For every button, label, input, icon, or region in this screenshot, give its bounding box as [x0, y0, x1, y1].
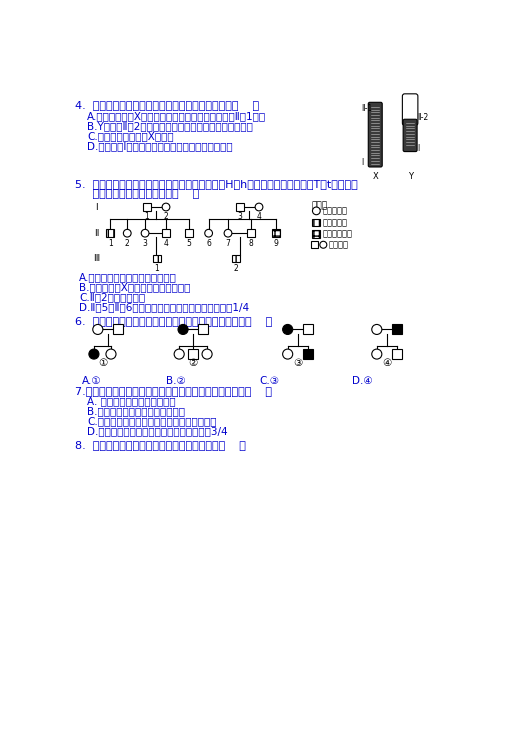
Circle shape [162, 203, 170, 211]
Text: 7: 7 [226, 239, 230, 248]
Bar [106, 229, 114, 237]
Circle shape [89, 349, 99, 359]
Text: B.Y染色体Ⅱ－2片段携带基因控制的性状只能传递给男孩: B.Y染色体Ⅱ－2片段携带基因控制的性状只能传递给男孩 [87, 121, 253, 130]
Text: A.甲病为常染色体上显性基因控制: A.甲病为常染色体上显性基因控制 [79, 273, 177, 282]
Text: C.精子中不可能含有X染色体: C.精子中不可能含有X染色体 [87, 130, 174, 141]
Text: A. 男性与女性的患病概率相同: A. 男性与女性的患病概率相同 [87, 397, 175, 406]
Text: 患两种病男性: 患两种病男性 [323, 229, 352, 239]
Circle shape [178, 324, 188, 335]
Text: ④: ④ [382, 358, 392, 368]
Text: 9: 9 [274, 239, 279, 248]
Text: 4: 4 [163, 239, 169, 248]
Bar [303, 324, 313, 335]
Text: ①: ① [98, 358, 107, 368]
Circle shape [372, 324, 382, 335]
Text: D.④: D.④ [352, 376, 373, 385]
Circle shape [372, 349, 382, 359]
Text: 2: 2 [125, 239, 129, 248]
Text: 8.  下面关于减数分裂形成配子的描述正确的是（    ）: 8. 下面关于减数分裂形成配子的描述正确的是（ ） [75, 439, 245, 450]
Text: 3: 3 [237, 212, 242, 221]
Circle shape [255, 203, 263, 211]
FancyBboxPatch shape [369, 102, 382, 167]
Text: I: I [361, 158, 363, 167]
Bar [198, 324, 208, 335]
Bar [236, 203, 243, 211]
FancyBboxPatch shape [403, 119, 417, 152]
Bar [247, 229, 255, 237]
Circle shape [106, 349, 116, 359]
Circle shape [282, 349, 293, 359]
Bar [188, 349, 198, 359]
Text: 4.  右图为一对人类性染色体，下列描述不正确的是（    ）: 4. 右图为一对人类性染色体，下列描述不正确的是（ ） [75, 100, 259, 110]
Circle shape [123, 229, 131, 237]
Text: B.患者的双亲中至少有一人为患者: B.患者的双亲中至少有一人为患者 [87, 406, 185, 416]
Bar [113, 324, 123, 335]
Bar [392, 324, 402, 335]
Circle shape [93, 324, 103, 335]
Bar [232, 255, 240, 262]
Text: 8: 8 [249, 239, 254, 248]
Text: Ⅰ: Ⅰ [95, 203, 98, 212]
Text: 5.  调查中发现两个家系中都有甲遗传病（基因为H、h）和乙遗传病（基因为T、t）患者，: 5. 调查中发现两个家系中都有甲遗传病（基因为H、h）和乙遗传病（基因为T、t）… [75, 179, 357, 189]
FancyBboxPatch shape [402, 94, 418, 125]
Bar [272, 229, 280, 237]
Text: I: I [417, 144, 419, 153]
Circle shape [224, 229, 232, 237]
Text: A.红绿色盲是伴X隐性遗传，控制该性状的基因位于Ⅱ－1片段: A.红绿色盲是伴X隐性遗传，控制该性状的基因位于Ⅱ－1片段 [87, 111, 266, 121]
Text: C.Ⅱ－2一定是纯合子: C.Ⅱ－2一定是纯合子 [79, 293, 145, 302]
Circle shape [174, 349, 184, 359]
Text: Ⅱ-1: Ⅱ-1 [361, 104, 373, 113]
Text: 图例：: 图例： [312, 201, 328, 210]
Circle shape [141, 229, 149, 237]
Bar [143, 203, 150, 211]
Text: C.患者家系中会出现连续几代都有患者的情况: C.患者家系中会出现连续几代都有患者的情况 [87, 416, 217, 427]
Text: 1: 1 [155, 264, 159, 273]
Text: Ⅱ: Ⅱ [94, 228, 99, 238]
Bar [313, 230, 320, 238]
Text: B.②: B.② [166, 376, 186, 385]
Bar [162, 229, 170, 237]
Text: X: X [372, 172, 378, 181]
Circle shape [282, 324, 293, 335]
Text: 7.下列叙述不属于人类常染色体显性遗传病遗传特征的是（    ）: 7.下列叙述不属于人类常染色体显性遗传病遗传特征的是（ ） [75, 386, 271, 397]
Text: D.若双亲均无患者，则子代的发病率最大为3/4: D.若双亲均无患者，则子代的发病率最大为3/4 [87, 427, 228, 436]
Bar [303, 349, 313, 359]
Text: 6: 6 [206, 239, 211, 248]
Text: ②: ② [188, 358, 198, 368]
Bar [185, 229, 193, 237]
Bar [311, 241, 317, 248]
Text: 4: 4 [256, 212, 262, 221]
Circle shape [320, 241, 327, 248]
Text: D.Ⅱ－5和Ⅱ－6结婚后，所生孩子患甲病的可能性是1/4: D.Ⅱ－5和Ⅱ－6结婚后，所生孩子患甲病的可能性是1/4 [79, 302, 250, 312]
Bar [313, 219, 320, 226]
Text: 正常男女: 正常男女 [329, 240, 349, 249]
Text: 系谱图如下。分析正确的是（    ）: 系谱图如下。分析正确的是（ ） [75, 189, 199, 199]
Text: 患甲病女性: 患甲病女性 [323, 206, 348, 215]
Bar [392, 349, 402, 359]
Text: 患乙病男性: 患乙病男性 [323, 218, 348, 227]
Text: 1: 1 [144, 212, 149, 221]
Text: D.位于片段Ⅰ的基因在四分体时期可能发生交叉互换: D.位于片段Ⅰ的基因在四分体时期可能发生交叉互换 [87, 141, 233, 151]
Circle shape [202, 349, 212, 359]
Text: A.①: A.① [82, 376, 102, 385]
Bar [153, 255, 161, 262]
Text: 2: 2 [233, 264, 238, 273]
Text: Ⅱ-2: Ⅱ-2 [417, 113, 429, 122]
Text: ③: ③ [293, 358, 302, 368]
Circle shape [313, 207, 320, 214]
Text: Ⅲ: Ⅲ [93, 254, 99, 263]
Text: 1: 1 [108, 239, 113, 248]
Text: 6.  下列为四种遗传病的系谱图，能够排除伴性遗传的是（    ）: 6. 下列为四种遗传病的系谱图，能够排除伴性遗传的是（ ） [75, 315, 272, 326]
Text: 3: 3 [143, 239, 148, 248]
Text: C.③: C.③ [259, 376, 279, 385]
Text: 5: 5 [187, 239, 192, 248]
Circle shape [205, 229, 212, 237]
Text: Y: Y [408, 172, 412, 181]
Text: B.乙病可能是X染色体上隐性基因控制: B.乙病可能是X染色体上隐性基因控制 [79, 282, 191, 293]
Text: 2: 2 [163, 212, 169, 221]
